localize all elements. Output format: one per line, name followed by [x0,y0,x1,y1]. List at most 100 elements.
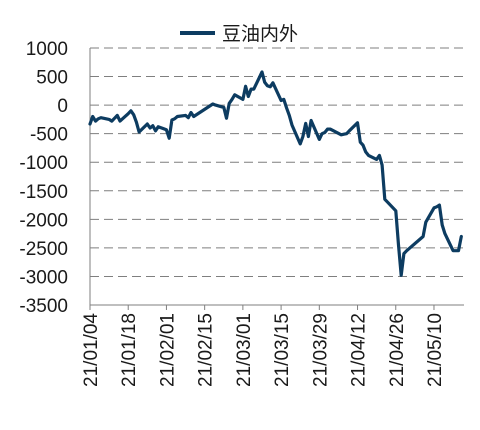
data-point [384,198,386,201]
data-point [263,81,266,84]
data-point [233,94,236,96]
y-tick-labels: 1000 500 0 -500 -1000 -1500 -2000 -2500 -3000 -35… [19,39,68,317]
data-point [457,249,460,252]
data-point [173,118,176,120]
data-point [359,141,362,143]
data-point [168,137,170,139]
x-tick-label: 21/03/29 [310,313,331,387]
data-point [250,88,252,90]
data-point [244,85,247,88]
data-point [231,98,233,101]
data-point [362,144,364,146]
data-point [100,116,102,119]
data-point [228,102,230,105]
data-point [97,118,99,120]
series-layer [88,70,463,277]
data-point [364,151,367,153]
data-point [225,117,228,119]
data-point [283,98,285,101]
data-point [340,134,343,136]
data-point [280,99,282,102]
x-tick-label: 21/04/26 [387,313,408,387]
data-point [152,124,154,127]
data-point [435,206,438,208]
data-point [223,106,225,109]
data-point [345,132,348,135]
data-point [242,98,244,101]
data-point [91,115,94,118]
data-point [272,82,274,84]
data-point [269,86,272,88]
data-point [422,235,424,238]
data-point [378,154,381,157]
data-point [381,164,383,166]
data-point [405,249,408,252]
data-point [324,131,326,134]
y-tick-label: -3500 [19,296,68,317]
data-point [375,158,378,161]
data-point [356,122,359,124]
data-point [154,130,157,132]
data-point [190,111,192,114]
data-point [247,95,250,98]
data-point [397,244,400,246]
grid-layer [90,47,464,277]
data-point [326,128,329,130]
data-point [452,249,454,252]
data-point [187,116,190,119]
x-tick-label: 21/01/18 [119,313,140,387]
data-point [433,207,435,209]
data-point [214,104,217,106]
y-tick-label: 500 [36,68,68,89]
data-point [192,115,195,118]
data-point [307,135,310,138]
data-point [438,204,441,206]
data-point [266,84,269,87]
data-point [441,224,444,226]
legend: 豆油内外 [180,23,298,45]
data-point [108,118,110,121]
y-tick-label: -1500 [19,182,68,203]
data-point [149,127,151,129]
x-tick-label: 21/03/15 [272,313,293,387]
y-tick-label: -2500 [19,239,68,260]
data-point [299,143,302,145]
y-tick-label: 0 [57,96,68,117]
data-point [119,120,121,122]
data-point [261,71,263,73]
data-point [113,117,116,119]
data-point [184,114,187,117]
data-point [329,128,332,130]
data-point [146,123,149,125]
data-point [135,121,138,123]
y-tick-label: 1000 [26,39,68,60]
data-point [89,123,91,125]
legend-label: 豆油内外 [222,23,298,45]
series-points [89,71,463,277]
data-point [138,131,140,133]
data-point [291,124,293,126]
data-point [318,138,321,141]
series-line [88,70,463,277]
x-tick-labels: 21/01/04 21/01/18 21/02/01 21/02/15 21/03/01… [81,305,446,387]
data-point [212,103,214,105]
data-point [132,114,135,116]
x-tick-label: 21/02/01 [157,313,178,387]
y-tick-label: -1000 [19,153,68,174]
data-point [94,120,97,122]
data-point [171,119,173,121]
data-point [176,115,179,118]
data-point [403,252,405,255]
data-point [157,126,159,128]
data-point [288,114,291,117]
data-point [165,128,168,131]
data-point [444,232,446,235]
data-point [127,112,129,115]
x-tick-label: 21/01/04 [81,313,102,387]
data-point [111,120,113,122]
data-point [304,122,307,125]
data-point [116,114,119,117]
x-tick-label: 21/03/01 [234,313,255,387]
data-point [367,154,370,157]
